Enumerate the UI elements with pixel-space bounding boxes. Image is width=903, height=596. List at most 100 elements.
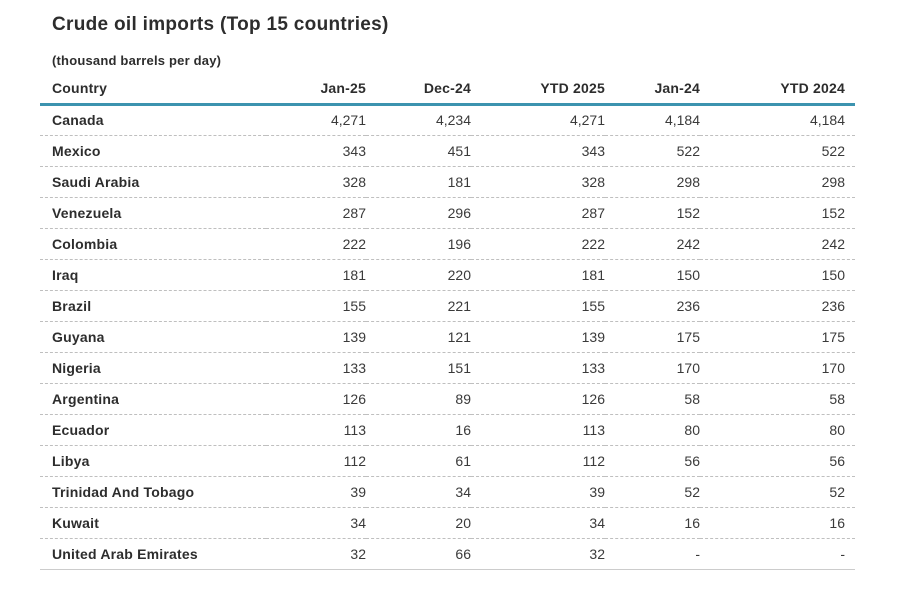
- value-cell: 4,234: [366, 104, 471, 136]
- table-row: Guyana 139 121 139 175 175: [40, 321, 855, 353]
- value-cell: 343: [266, 135, 366, 167]
- column-header-dec-24: Dec-24: [366, 73, 471, 106]
- table-row: Mexico 343 451 343 522 522: [40, 135, 855, 167]
- value-cell: 34: [366, 476, 471, 508]
- value-cell: 56: [700, 445, 855, 477]
- table-row: Canada 4,271 4,234 4,271 4,184 4,184: [40, 104, 855, 136]
- value-cell: 133: [471, 352, 605, 384]
- country-cell: Venezuela: [40, 197, 266, 229]
- country-cell: Trinidad And Tobago: [40, 476, 266, 508]
- country-cell: Guyana: [40, 321, 266, 353]
- value-cell: 34: [266, 507, 366, 539]
- country-cell: Kuwait: [40, 507, 266, 539]
- column-header-country: Country: [40, 73, 266, 106]
- crude-oil-imports-table: Country Jan-25 Dec-24 YTD 2025 Jan-24 YT…: [40, 73, 855, 570]
- value-cell: 126: [471, 383, 605, 415]
- column-header-ytd-2025: YTD 2025: [471, 73, 605, 106]
- table-row: Nigeria 133 151 133 170 170: [40, 352, 855, 384]
- value-cell: 4,271: [471, 104, 605, 136]
- country-cell: Iraq: [40, 259, 266, 291]
- country-cell: Libya: [40, 445, 266, 477]
- country-cell: Brazil: [40, 290, 266, 322]
- country-cell: Canada: [40, 104, 266, 136]
- value-cell: 181: [471, 259, 605, 291]
- value-cell: 287: [471, 197, 605, 229]
- value-cell: 175: [700, 321, 855, 353]
- value-cell: -: [700, 538, 855, 570]
- table-row: Libya 112 61 112 56 56: [40, 445, 855, 477]
- value-cell: 113: [266, 414, 366, 446]
- value-cell: 34: [471, 507, 605, 539]
- value-cell: 4,184: [700, 104, 855, 136]
- value-cell: 113: [471, 414, 605, 446]
- value-cell: 39: [266, 476, 366, 508]
- value-cell: 52: [700, 476, 855, 508]
- table-row: Kuwait 34 20 34 16 16: [40, 507, 855, 539]
- value-cell: 287: [266, 197, 366, 229]
- value-cell: 522: [605, 135, 700, 167]
- value-cell: 139: [471, 321, 605, 353]
- value-cell: 298: [700, 166, 855, 198]
- value-cell: 155: [266, 290, 366, 322]
- value-cell: 112: [266, 445, 366, 477]
- value-cell: 133: [266, 352, 366, 384]
- table-row: Colombia 222 196 222 242 242: [40, 228, 855, 260]
- value-cell: 126: [266, 383, 366, 415]
- value-cell: 196: [366, 228, 471, 260]
- report-page: Crude oil imports (Top 15 countries) (th…: [40, 14, 855, 570]
- country-cell: Mexico: [40, 135, 266, 167]
- value-cell: 170: [605, 352, 700, 384]
- table-row: United Arab Emirates 32 66 32- -: [40, 538, 855, 570]
- table-row: Argentina 126 89 126 58 58: [40, 383, 855, 415]
- value-cell: 155: [471, 290, 605, 322]
- country-cell: Nigeria: [40, 352, 266, 384]
- value-cell: 112: [471, 445, 605, 477]
- value-cell: -: [605, 538, 700, 570]
- country-cell: Saudi Arabia: [40, 166, 266, 198]
- value-cell: 61: [366, 445, 471, 477]
- value-cell: 151: [366, 352, 471, 384]
- table-header-row: Country Jan-25 Dec-24 YTD 2025 Jan-24 YT…: [40, 73, 855, 106]
- value-cell: 32: [266, 538, 366, 570]
- country-cell: Ecuador: [40, 414, 266, 446]
- value-cell: 236: [700, 290, 855, 322]
- value-cell: 451: [366, 135, 471, 167]
- value-cell: 328: [471, 166, 605, 198]
- table-row: Iraq 181 220 181 150 150: [40, 259, 855, 291]
- value-cell: 39: [471, 476, 605, 508]
- column-header-ytd-2024: YTD 2024: [700, 73, 855, 106]
- table-row: Saudi Arabia 328 181 328 298 298: [40, 166, 855, 198]
- value-cell: 221: [366, 290, 471, 322]
- value-cell: 170: [700, 352, 855, 384]
- table-row: Venezuela 287 296 287 152 152: [40, 197, 855, 229]
- value-cell: 522: [700, 135, 855, 167]
- value-cell: 152: [605, 197, 700, 229]
- value-cell: 80: [700, 414, 855, 446]
- country-cell: Colombia: [40, 228, 266, 260]
- value-cell: 181: [266, 259, 366, 291]
- value-cell: 150: [700, 259, 855, 291]
- table-row: Brazil 155 221 155 236 236: [40, 290, 855, 322]
- value-cell: 16: [700, 507, 855, 539]
- table-body: Canada 4,271 4,234 4,271 4,184 4,184 Mexico 343…: [40, 104, 855, 570]
- value-cell: 150: [605, 259, 700, 291]
- page-title: Crude oil imports (Top 15 countries): [52, 14, 389, 35]
- page-subtitle: (thousand barrels per day): [52, 53, 222, 68]
- value-cell: 52: [605, 476, 700, 508]
- value-cell: 121: [366, 321, 471, 353]
- value-cell: 139: [266, 321, 366, 353]
- value-cell: 296: [366, 197, 471, 229]
- value-cell: 32: [471, 538, 605, 570]
- value-cell: 220: [366, 259, 471, 291]
- value-cell: 89: [366, 383, 471, 415]
- value-cell: 58: [605, 383, 700, 415]
- value-cell: 56: [605, 445, 700, 477]
- table-row: Ecuador 113 16 113 80 80: [40, 414, 855, 446]
- value-cell: 242: [700, 228, 855, 260]
- value-cell: 20: [366, 507, 471, 539]
- value-cell: 58: [700, 383, 855, 415]
- value-cell: 222: [471, 228, 605, 260]
- value-cell: 66: [366, 538, 471, 570]
- column-header-jan-25: Jan-25: [266, 73, 366, 106]
- value-cell: 80: [605, 414, 700, 446]
